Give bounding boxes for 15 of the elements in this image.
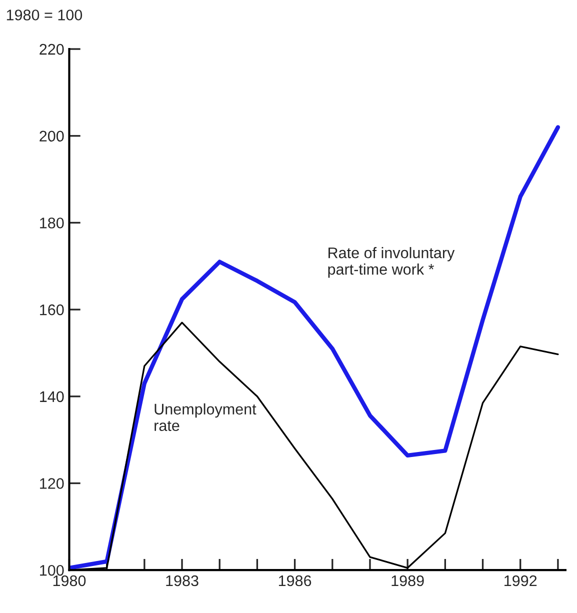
y-tick-label: 200	[40, 130, 64, 142]
y-tick-label: 180	[40, 218, 64, 228]
x-tick-label: 1992	[504, 575, 537, 586]
x-tick-label: 1986	[278, 575, 312, 586]
y-tick-label: 100	[40, 564, 64, 576]
y-tick-label: 220	[40, 44, 64, 55]
y-tick-label: 120	[40, 478, 64, 489]
y-tick-label: 140	[40, 391, 64, 402]
text: Rate of involuntary part-time work *	[328, 247, 455, 278]
x-tick-label: 1980	[53, 575, 86, 586]
y-tick-label: 160	[40, 304, 64, 316]
x-tick-label: 1989	[392, 575, 424, 586]
series-label: Unemployment rate	[154, 403, 256, 432]
y-axis-title: 1980 = 100	[6, 10, 82, 20]
x-tick-label: 1983	[166, 575, 198, 586]
